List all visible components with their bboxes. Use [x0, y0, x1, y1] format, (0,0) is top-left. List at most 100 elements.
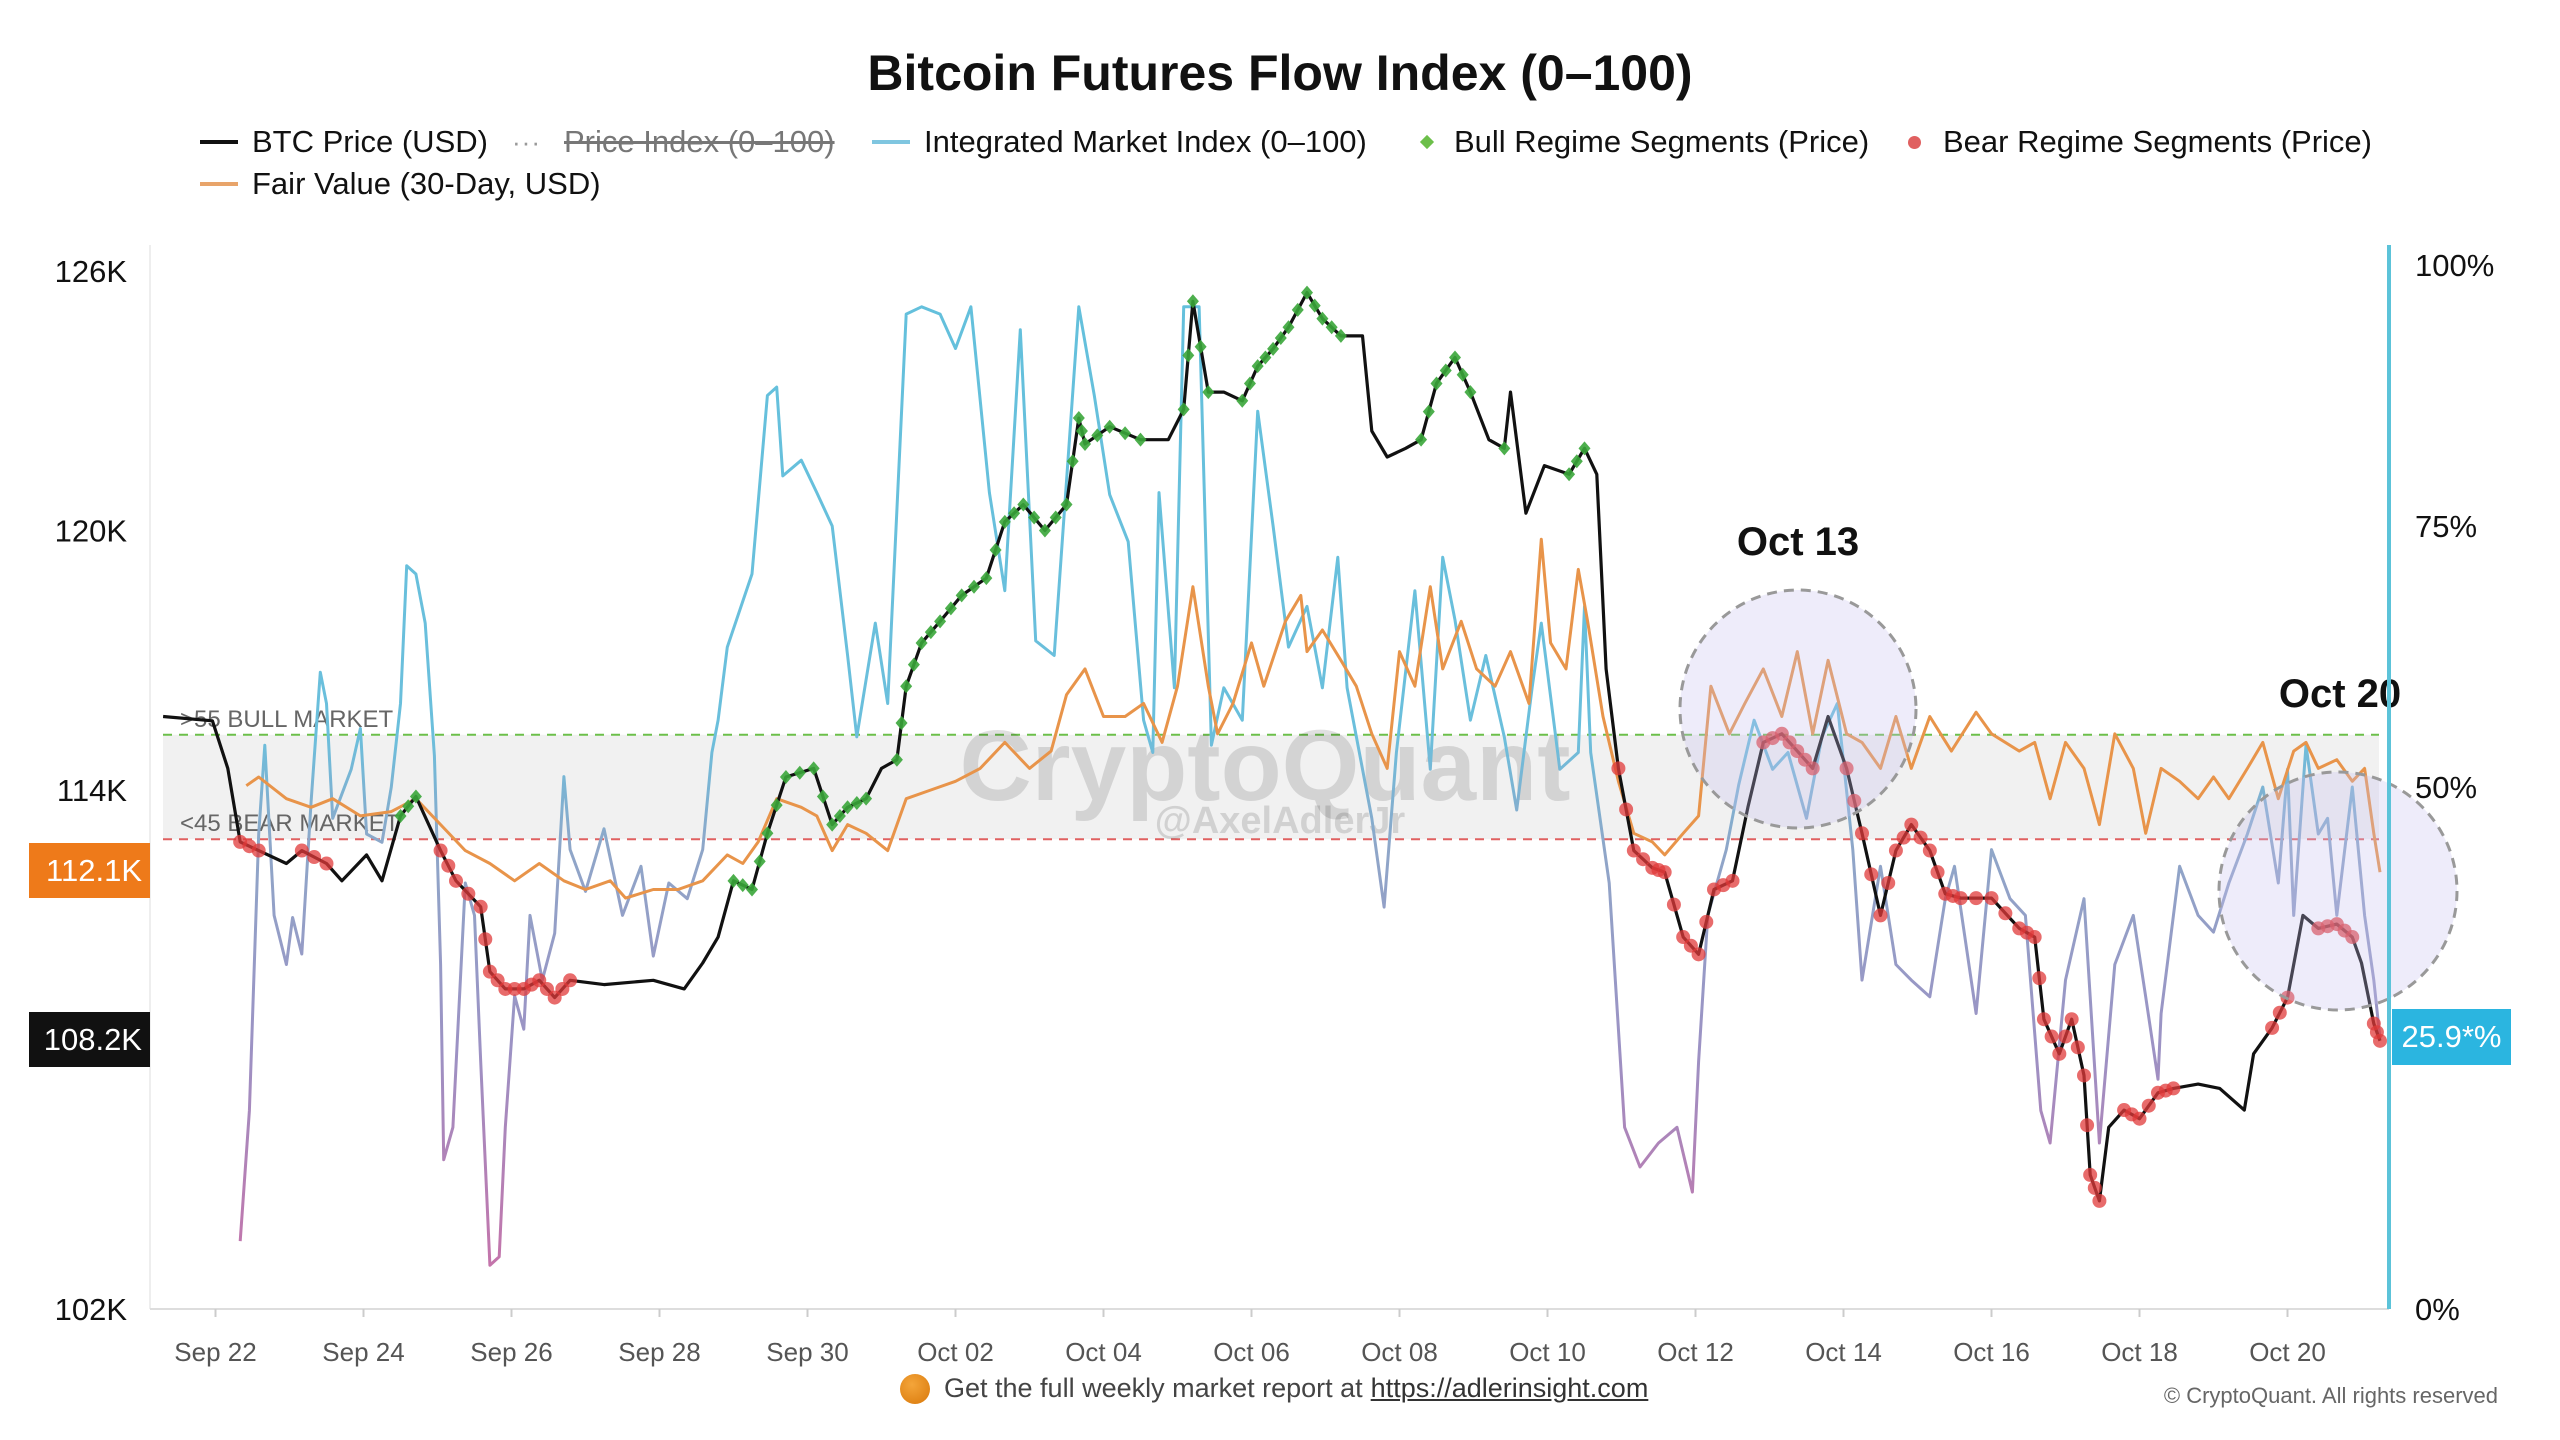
legend-label: Price Index (0–100)	[564, 124, 835, 159]
annotation-circle-oct20	[2217, 770, 2459, 1012]
price-last-tag: 108.2K	[29, 1012, 150, 1067]
bull-regime-marker	[860, 791, 873, 806]
bull-regime-marker	[1578, 441, 1591, 456]
copyright: © CryptoQuant. All rights reserved	[2163, 1383, 2498, 1408]
bull-regime-marker	[833, 808, 846, 823]
footer: Get the full weekly market report at htt…	[900, 1373, 1648, 1404]
bull-regime-marker	[1119, 426, 1132, 441]
x-tick-label: Oct 20	[2249, 1337, 2326, 1367]
bull-regime-marker	[1075, 424, 1088, 439]
bull-regime-marker	[807, 761, 820, 776]
annotation-label-oct13: Oct 13	[1737, 520, 1859, 564]
bull-regime-marker	[1325, 320, 1338, 335]
legend-label: BTC Price (USD)	[252, 124, 488, 159]
bull-regime-marker	[1060, 497, 1073, 512]
bull-regime-marker	[1282, 320, 1295, 335]
bull-regime-marker	[1028, 510, 1041, 525]
bull-regime-marker	[1186, 294, 1199, 309]
bear-regime-marker	[2166, 1081, 2181, 1096]
bear-regime-marker	[1839, 761, 1854, 776]
y-right-tick-label: 50%	[2415, 770, 2477, 805]
legend-bear-regime[interactable]: Bear Regime Segments (Price)	[1900, 124, 2372, 160]
legend-imi[interactable]: Integrated Market Index (0–100)	[872, 124, 1367, 160]
bull-regime-marker	[850, 795, 863, 810]
x-tick-label: Sep 28	[618, 1337, 700, 1367]
bear-regime-marker	[1922, 843, 1937, 858]
bear-regime-marker	[1691, 947, 1706, 962]
imi-last-tag: 25.9*%	[2392, 1009, 2511, 1065]
bear-regime-marker	[1855, 826, 1869, 841]
y-left-tick-label: 126K	[55, 254, 128, 289]
bear-regime-marker	[2083, 1167, 2098, 1182]
bear-regime-marker	[2044, 1029, 2059, 1044]
bull-regime-marker	[770, 798, 783, 813]
bear-regime-marker	[2032, 971, 2047, 986]
bull-regime-marker	[924, 625, 937, 640]
dotted-line-swatch-icon: ···	[512, 127, 541, 157]
bear-regime-marker	[2345, 930, 2360, 945]
legend-label: Bear Regime Segments (Price)	[1943, 124, 2372, 159]
bull-regime-marker	[1334, 328, 1347, 343]
bull-regime-marker	[1079, 437, 1091, 451]
bear-regime-marker	[1847, 793, 1862, 808]
bull-regime-marker	[1259, 350, 1272, 365]
bear-regime-marker	[1873, 908, 1888, 923]
bear-regime-marker	[1636, 852, 1651, 867]
circle-marker-icon	[1908, 135, 1921, 149]
bull-regime-marker	[1072, 411, 1085, 426]
legend-bull-regime[interactable]: Bull Regime Segments (Price)	[1412, 124, 1869, 160]
bull-regime-marker	[1202, 385, 1215, 400]
bear-regime-marker	[2036, 1012, 2051, 1027]
bear-regime-marker	[2087, 1180, 2102, 1195]
x-tick-label: Oct 16	[1953, 1337, 2030, 1367]
bear-regime-marker	[2064, 1012, 2079, 1027]
bull-regime-marker	[826, 817, 839, 832]
bull-regime-marker	[998, 514, 1011, 529]
bull-regime-marker	[1038, 523, 1051, 538]
legend-fair-value[interactable]: Fair Value (30-Day, USD)	[200, 166, 601, 202]
bull-regime-marker	[1103, 419, 1116, 434]
bear-regime-marker	[1930, 865, 1945, 880]
line-swatch-icon	[872, 140, 910, 144]
legend-label: Integrated Market Index (0–100)	[924, 124, 1367, 159]
bull-regime-marker	[1267, 341, 1280, 356]
watermark: CryptoQuant	[959, 710, 1570, 822]
report-link[interactable]: https://adlerinsight.com	[1370, 1373, 1649, 1403]
bear-regime-marker	[2058, 1029, 2073, 1044]
y-right-tick-label: 75%	[2415, 509, 2477, 544]
bull-regime-marker	[1251, 359, 1264, 374]
bear-regime-marker	[2092, 1193, 2107, 1208]
fair-value-line	[245, 537, 2382, 900]
bear-regime-marker	[2132, 1111, 2147, 1126]
bull-regime-marker	[1456, 367, 1469, 382]
bear-regime-marker	[2052, 1046, 2067, 1061]
bear-regime-marker	[319, 856, 334, 871]
legend-label: Fair Value (30-Day, USD)	[252, 166, 601, 201]
legend-price-index[interactable]: ··· Price Index (0–100)	[512, 124, 835, 160]
bull-regime-marker	[753, 854, 766, 869]
bull-regime-marker	[1430, 376, 1443, 391]
bear-regime-marker	[1725, 873, 1740, 888]
bear-regime-marker	[2141, 1098, 2156, 1113]
bull-regime-marker	[890, 752, 903, 767]
bull-regime-marker	[944, 601, 957, 616]
bear-regime-marker	[1896, 830, 1911, 845]
bull-regime-marker	[1236, 393, 1249, 408]
bull-regime-marker	[1563, 467, 1576, 482]
y-right-tick-label: 0%	[2415, 1292, 2460, 1327]
bull-regime-marker	[1464, 385, 1477, 400]
bear-regime-marker	[473, 899, 488, 914]
bear-regime-marker	[1626, 843, 1641, 858]
bear-regime-marker	[563, 973, 578, 988]
fair-value-last-tag: 112.1K	[29, 843, 150, 898]
bull-regime-marker	[955, 588, 968, 603]
bull-regime-marker	[1449, 350, 1461, 365]
bull-regime-marker	[793, 765, 806, 780]
bear-regime-marker	[1969, 891, 1984, 906]
bull-regime-marker	[409, 789, 422, 804]
bull-regime-marker	[1570, 454, 1583, 469]
bull-regime-marker	[1008, 506, 1021, 521]
legend-btc-price[interactable]: BTC Price (USD)	[200, 124, 488, 160]
bull-regime-marker	[779, 770, 792, 785]
bull-regime-marker	[761, 826, 774, 841]
